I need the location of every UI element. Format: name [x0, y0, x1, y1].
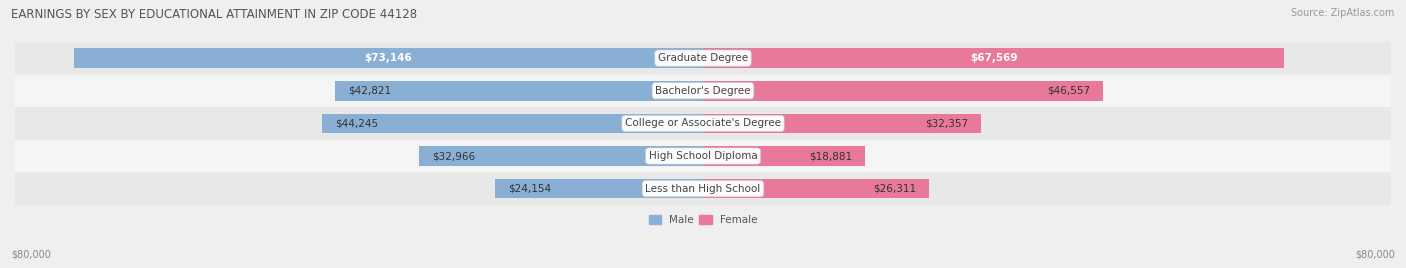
- FancyBboxPatch shape: [15, 140, 1391, 172]
- Text: Bachelor's Degree: Bachelor's Degree: [655, 86, 751, 96]
- Bar: [703, 81, 1104, 100]
- Bar: [703, 146, 865, 166]
- FancyBboxPatch shape: [15, 42, 1391, 75]
- Text: $80,000: $80,000: [11, 250, 51, 260]
- Bar: [703, 179, 929, 199]
- FancyBboxPatch shape: [15, 172, 1391, 205]
- Text: $32,357: $32,357: [925, 118, 969, 128]
- Bar: [322, 114, 703, 133]
- Text: $67,569: $67,569: [970, 53, 1018, 63]
- Text: $44,245: $44,245: [336, 118, 378, 128]
- Text: Less than High School: Less than High School: [645, 184, 761, 194]
- Bar: [495, 179, 703, 199]
- Text: $46,557: $46,557: [1047, 86, 1091, 96]
- FancyBboxPatch shape: [15, 75, 1391, 107]
- Bar: [335, 81, 703, 100]
- Legend: Male, Female: Male, Female: [644, 211, 762, 229]
- Text: $73,146: $73,146: [364, 53, 412, 63]
- Bar: [419, 146, 703, 166]
- Text: Source: ZipAtlas.com: Source: ZipAtlas.com: [1291, 8, 1395, 18]
- Text: $24,154: $24,154: [508, 184, 551, 194]
- Text: $42,821: $42,821: [347, 86, 391, 96]
- Text: $80,000: $80,000: [1355, 250, 1395, 260]
- Text: Graduate Degree: Graduate Degree: [658, 53, 748, 63]
- Text: $18,881: $18,881: [810, 151, 852, 161]
- Text: EARNINGS BY SEX BY EDUCATIONAL ATTAINMENT IN ZIP CODE 44128: EARNINGS BY SEX BY EDUCATIONAL ATTAINMEN…: [11, 8, 418, 21]
- Bar: [75, 48, 703, 68]
- Text: $26,311: $26,311: [873, 184, 917, 194]
- Bar: [703, 48, 1284, 68]
- Text: High School Diploma: High School Diploma: [648, 151, 758, 161]
- Text: College or Associate's Degree: College or Associate's Degree: [626, 118, 780, 128]
- Text: $32,966: $32,966: [433, 151, 475, 161]
- Bar: [703, 114, 981, 133]
- FancyBboxPatch shape: [15, 107, 1391, 140]
